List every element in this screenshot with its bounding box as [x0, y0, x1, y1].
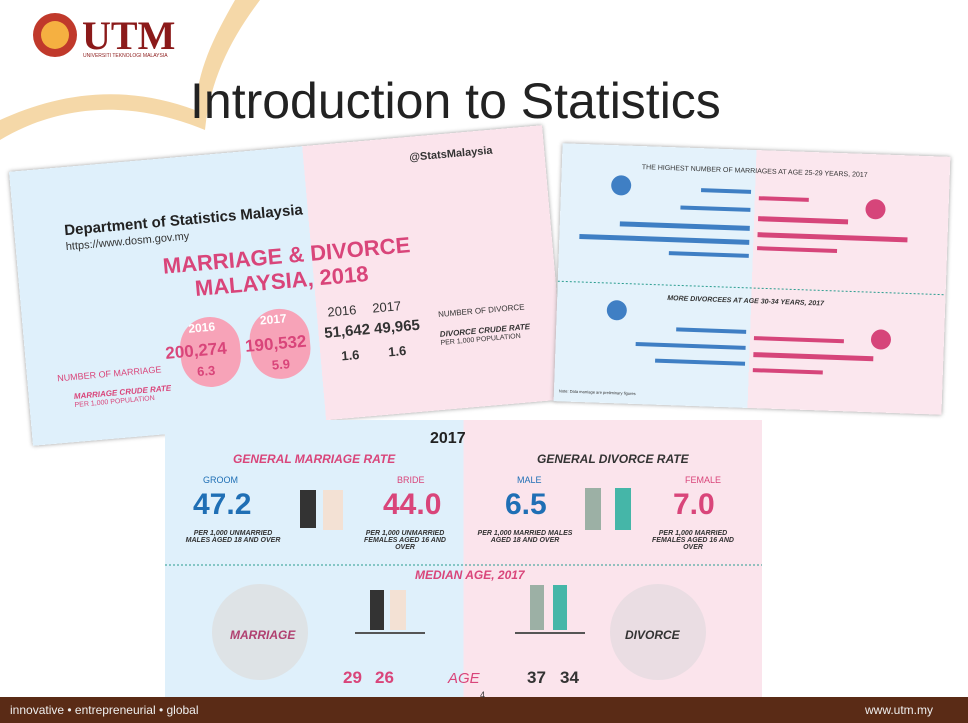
- social-handle: @StatsMalaysia: [408, 144, 494, 164]
- footer-tagline: innovative • entrepreneurial • global: [10, 703, 199, 717]
- pyramids: [557, 175, 946, 375]
- woman-figure: [615, 488, 631, 530]
- marriage-rate: 6.3: [196, 362, 216, 380]
- groom-figure: [300, 490, 316, 528]
- divorce-rate: 1.6: [387, 342, 407, 360]
- circle: [212, 584, 308, 680]
- label: DIVORCE: [625, 628, 680, 642]
- rates-infographic: 2017 GENERAL MARRIAGE RATE GENERAL DIVOR…: [165, 420, 762, 697]
- note: PER 1,000 MARRIED MALES AGED 18 AND OVER: [477, 530, 573, 544]
- note: PER 1,000 UNMARRIED MALES AGED 18 AND OV…: [185, 530, 281, 544]
- marriage-rate: 5.9: [271, 356, 291, 373]
- bride-figure: [323, 490, 343, 530]
- logo-text: UTM: [82, 13, 176, 58]
- age: 37: [527, 668, 546, 687]
- circle: [610, 584, 706, 680]
- logo-emblem-inner: [41, 21, 69, 49]
- value: 47.2: [193, 488, 252, 521]
- value: 7.0: [673, 488, 715, 521]
- year: 2017: [430, 430, 466, 447]
- male-icon: [611, 175, 632, 196]
- logo-sub: UNIVERSITI TEKNOLOGI MALAYSIA: [83, 53, 168, 59]
- year: 2016: [326, 302, 357, 320]
- age: 29: [343, 668, 362, 687]
- man-figure: [530, 585, 544, 630]
- bride-figure: [390, 590, 406, 630]
- heading: MEDIAN AGE, 2017: [415, 568, 525, 582]
- woman-figure: [553, 585, 567, 630]
- year: 2017: [259, 311, 288, 328]
- female-icon: [870, 329, 891, 350]
- footer-bar: [0, 697, 968, 723]
- figures: [165, 488, 762, 680]
- label: FEMALE: [685, 475, 722, 485]
- female-bars: [752, 196, 908, 375]
- label: GROOM: [203, 475, 238, 485]
- footer-url: www.utm.my: [865, 703, 934, 717]
- male-bars: [579, 188, 752, 366]
- value: 6.5: [505, 488, 547, 521]
- age: 26: [375, 668, 394, 687]
- value: 44.0: [383, 488, 442, 521]
- year: 2017: [371, 298, 402, 316]
- divider: [557, 280, 946, 296]
- age-pyramid-infographic: THE HIGHEST NUMBER OF MARRIAGES AT AGE 2…: [553, 143, 951, 415]
- note: PER 1,000 UNMARRIED FEMALES AGED 16 AND …: [364, 530, 446, 551]
- heading: GENERAL DIVORCE RATE: [537, 452, 689, 466]
- label: MARRIAGE: [230, 628, 296, 642]
- age: 34: [560, 668, 579, 687]
- heading: GENERAL MARRIAGE RATE: [233, 452, 396, 466]
- groom-figure: [370, 590, 384, 630]
- marriage-label: NUMBER OF MARRIAGE: [56, 364, 162, 384]
- male-icon: [606, 300, 627, 321]
- divorce-label: NUMBER OF DIVORCE: [437, 302, 525, 319]
- label: MALE: [517, 475, 542, 485]
- female-icon: [865, 199, 886, 220]
- note: PER 1,000 MARRIED FEMALES AGED 16 AND OV…: [652, 530, 734, 551]
- man-figure: [585, 488, 601, 530]
- year: 2016: [187, 319, 216, 336]
- marriage-divorce-infographic: Department of Statistics Malaysia https:…: [9, 125, 566, 446]
- divorces: 49,965: [373, 316, 421, 338]
- page-number: 4: [480, 690, 486, 700]
- age-label: AGE: [448, 670, 480, 687]
- label: BRIDE: [397, 475, 425, 485]
- slide-title: Introduction to Statistics: [190, 73, 721, 129]
- divorces: 51,642: [323, 321, 371, 342]
- divorce-rate: 1.6: [340, 347, 361, 364]
